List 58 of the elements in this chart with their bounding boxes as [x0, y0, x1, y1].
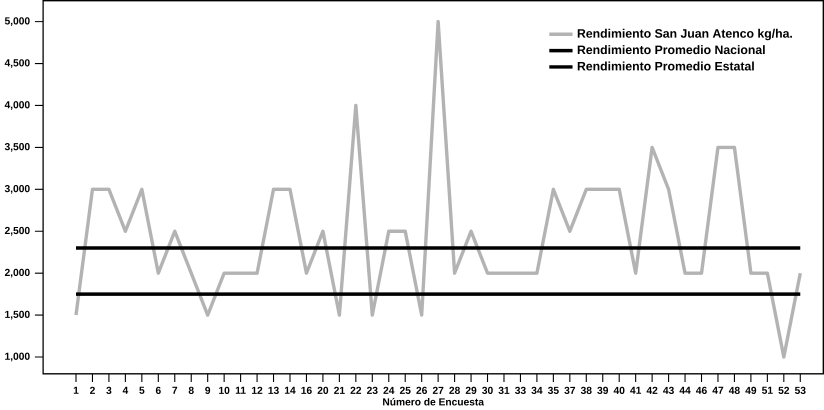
- x-tick-label: 47: [712, 386, 724, 394]
- x-tick-label: 12: [252, 386, 262, 394]
- legend-label: Rendimiento Promedio Nacional: [578, 45, 765, 54]
- y-tick-label: 3,500: [4, 143, 30, 152]
- x-tick-label: 41: [630, 386, 642, 394]
- x-tick-label: 23: [366, 386, 378, 394]
- x-tick-label: 1: [74, 386, 79, 394]
- x-tick-label: 9: [205, 386, 210, 394]
- x-tick-label: 22: [350, 386, 362, 394]
- x-tick-label: 33: [514, 386, 526, 394]
- x-tick-label: 5: [139, 386, 144, 394]
- x-tick-label: 53: [794, 386, 806, 394]
- y-tick-label: 3,000: [4, 184, 30, 194]
- x-tick-label: 24: [383, 386, 394, 394]
- y-tick-label: 1,000: [5, 352, 30, 362]
- x-tick-label: 7: [172, 386, 178, 394]
- y-tick-label: 5,000: [4, 17, 30, 26]
- x-tick-label: 51: [762, 386, 773, 394]
- x-tick-label: 49: [745, 386, 756, 394]
- x-axis-title: Número de Encuesta: [383, 398, 484, 406]
- x-tick-label: 37: [564, 386, 576, 394]
- x-tick-label: 21: [334, 386, 345, 394]
- x-tick-label: 10: [219, 386, 230, 394]
- x-tick-label: 44: [680, 386, 691, 394]
- x-tick-label: 39: [597, 386, 608, 394]
- x-tick-label: 8: [188, 386, 194, 394]
- x-tick-label: 43: [663, 386, 674, 394]
- x-tick-label: 11: [236, 386, 246, 394]
- x-tick-label: 42: [646, 386, 658, 394]
- x-tick-label: 35: [548, 386, 559, 394]
- x-tick-label: 3: [106, 386, 112, 394]
- x-tick-label: 31: [498, 386, 510, 394]
- y-tick-label: 1,500: [5, 310, 30, 320]
- x-tick-label: 14: [284, 386, 296, 394]
- x-tick-label: 38: [580, 386, 592, 394]
- y-tick-label: 2,500: [4, 226, 30, 236]
- x-tick-label: 27: [432, 386, 444, 394]
- x-tick-label: 2: [90, 386, 95, 394]
- x-tick-label: 30: [482, 386, 493, 394]
- x-tick-label: 6: [156, 386, 161, 394]
- x-tick-label: 28: [449, 386, 460, 394]
- x-tick-label: 25: [400, 386, 411, 394]
- y-tick-label: 4,000: [4, 101, 30, 110]
- x-tick-label: 48: [728, 386, 740, 394]
- x-tick-label: 4: [122, 386, 128, 394]
- x-tick-label: 20: [318, 386, 328, 394]
- x-tick-label: 26: [416, 386, 427, 394]
- legend-label: Rendimiento Promedio Estatal: [578, 62, 754, 71]
- y-tick-label: 2,000: [4, 268, 30, 278]
- x-tick-label: 34: [531, 386, 543, 394]
- x-tick-label: 40: [614, 386, 624, 394]
- x-tick-label: 13: [268, 386, 279, 394]
- x-tick-label: 16: [301, 386, 312, 394]
- x-tick-label: 52: [778, 386, 790, 394]
- x-tick-label: 46: [696, 386, 707, 394]
- y-tick-label: 4,500: [4, 59, 30, 68]
- legend-label: Rendimiento San Juan Atenco kg/ha.: [578, 28, 792, 40]
- x-tick-label: 29: [466, 386, 476, 394]
